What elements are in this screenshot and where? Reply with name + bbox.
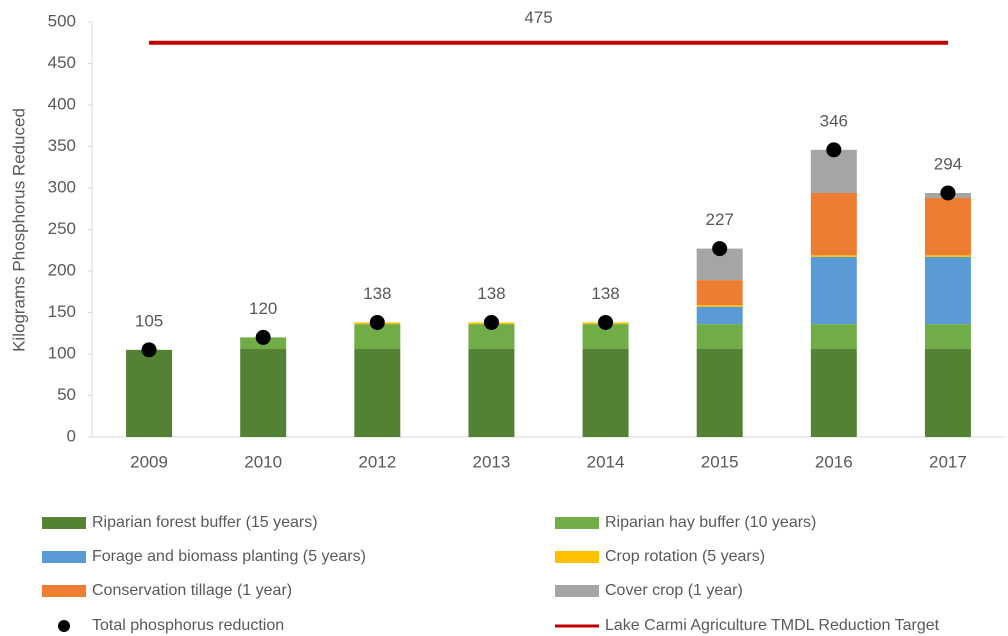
x-tick-label: 2017 — [929, 452, 967, 471]
y-tick-label: 250 — [48, 219, 76, 238]
total-dot — [141, 342, 157, 358]
total-label: 105 — [135, 311, 163, 330]
legend-label: Total phosphorus reduction — [92, 617, 284, 634]
y-tick-label: 150 — [48, 302, 76, 321]
bar-segment — [240, 349, 287, 437]
total-dot — [712, 241, 728, 257]
bar-segment — [810, 349, 857, 437]
total-label: 227 — [706, 210, 734, 229]
y-tick-label: 50 — [57, 385, 76, 404]
x-tick-label: 2015 — [701, 452, 739, 471]
y-tick-label: 300 — [48, 177, 76, 196]
legend-swatch — [42, 551, 86, 563]
bar-segment — [696, 280, 743, 306]
bar-segment — [810, 324, 857, 350]
y-tick-label: 0 — [67, 426, 76, 445]
x-tick-label: 2014 — [587, 452, 625, 471]
legend-label: Riparian forest buffer (15 years) — [92, 514, 318, 531]
bar-segment — [696, 306, 743, 325]
total-label: 138 — [363, 284, 391, 303]
legend-label: Forage and biomass planting (5 years) — [92, 548, 366, 565]
total-dot — [369, 314, 385, 330]
legend-swatch — [555, 517, 599, 529]
legend-swatch — [42, 585, 86, 597]
bar-segment — [696, 324, 743, 350]
x-tick-label: 2012 — [358, 452, 396, 471]
bar-segment — [582, 349, 629, 437]
total-label: 138 — [477, 284, 505, 303]
x-tick-label: 2010 — [244, 452, 282, 471]
bar-segment — [696, 305, 743, 307]
y-tick-label: 400 — [48, 94, 76, 113]
legend-label: Crop rotation (5 years) — [605, 548, 765, 565]
bar-segment — [924, 349, 971, 437]
total-label: 346 — [820, 111, 848, 130]
bar-segment — [810, 192, 857, 256]
total-label: 294 — [934, 154, 962, 173]
bar-segment — [924, 324, 971, 350]
x-tick-label: 2013 — [473, 452, 511, 471]
legend-swatch — [555, 585, 599, 597]
legend-label: Conservation tillage (1 year) — [92, 582, 292, 599]
y-tick-label: 450 — [48, 53, 76, 72]
bar-segment — [924, 255, 971, 257]
legend-label: Cover crop (1 year) — [605, 582, 743, 599]
legend-swatch — [42, 517, 86, 529]
total-dot — [940, 185, 956, 201]
y-tick-label: 100 — [48, 343, 76, 362]
legend-label: Lake Carmi Agriculture TMDL Reduction Ta… — [605, 617, 940, 634]
total-dot — [483, 314, 499, 330]
bar-segment — [126, 349, 173, 437]
total-dot — [826, 142, 842, 158]
total-label: 138 — [591, 284, 619, 303]
target-label: 475 — [524, 8, 552, 27]
bar-segment — [696, 349, 743, 437]
total-dot — [598, 314, 614, 330]
y-tick-label: 350 — [48, 136, 76, 155]
bar-segment — [810, 255, 857, 257]
bar-segment — [924, 197, 971, 256]
y-tick-label: 500 — [48, 11, 76, 30]
y-tick-label: 200 — [48, 260, 76, 279]
legend-label: Riparian hay buffer (10 years) — [605, 514, 816, 531]
bar-segment — [354, 349, 401, 437]
y-axis-label: Kilograms Phosphorus Reduced — [9, 108, 28, 352]
x-tick-label: 2016 — [815, 452, 853, 471]
x-tick-label: 2009 — [130, 452, 168, 471]
bar-segment — [468, 349, 515, 437]
total-dot — [255, 329, 271, 345]
bar-segment — [810, 256, 857, 325]
legend-dot — [58, 620, 70, 632]
bar-segment — [924, 256, 971, 325]
total-label: 120 — [249, 299, 277, 318]
legend-swatch — [555, 551, 599, 563]
